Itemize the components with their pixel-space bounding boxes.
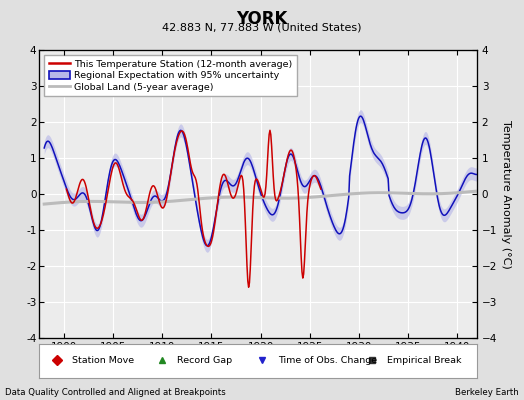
Text: Time of Obs. Change: Time of Obs. Change [278, 356, 377, 365]
Y-axis label: Temperature Anomaly (°C): Temperature Anomaly (°C) [501, 120, 511, 268]
Text: 42.883 N, 77.883 W (United States): 42.883 N, 77.883 W (United States) [162, 22, 362, 32]
Text: Record Gap: Record Gap [177, 356, 232, 365]
Legend: This Temperature Station (12-month average), Regional Expectation with 95% uncer: This Temperature Station (12-month avera… [44, 55, 297, 96]
Text: Station Move: Station Move [72, 356, 134, 365]
Text: Empirical Break: Empirical Break [387, 356, 462, 365]
Text: Data Quality Controlled and Aligned at Breakpoints: Data Quality Controlled and Aligned at B… [5, 388, 226, 397]
Text: YORK: YORK [236, 10, 288, 28]
Text: Berkeley Earth: Berkeley Earth [455, 388, 519, 397]
